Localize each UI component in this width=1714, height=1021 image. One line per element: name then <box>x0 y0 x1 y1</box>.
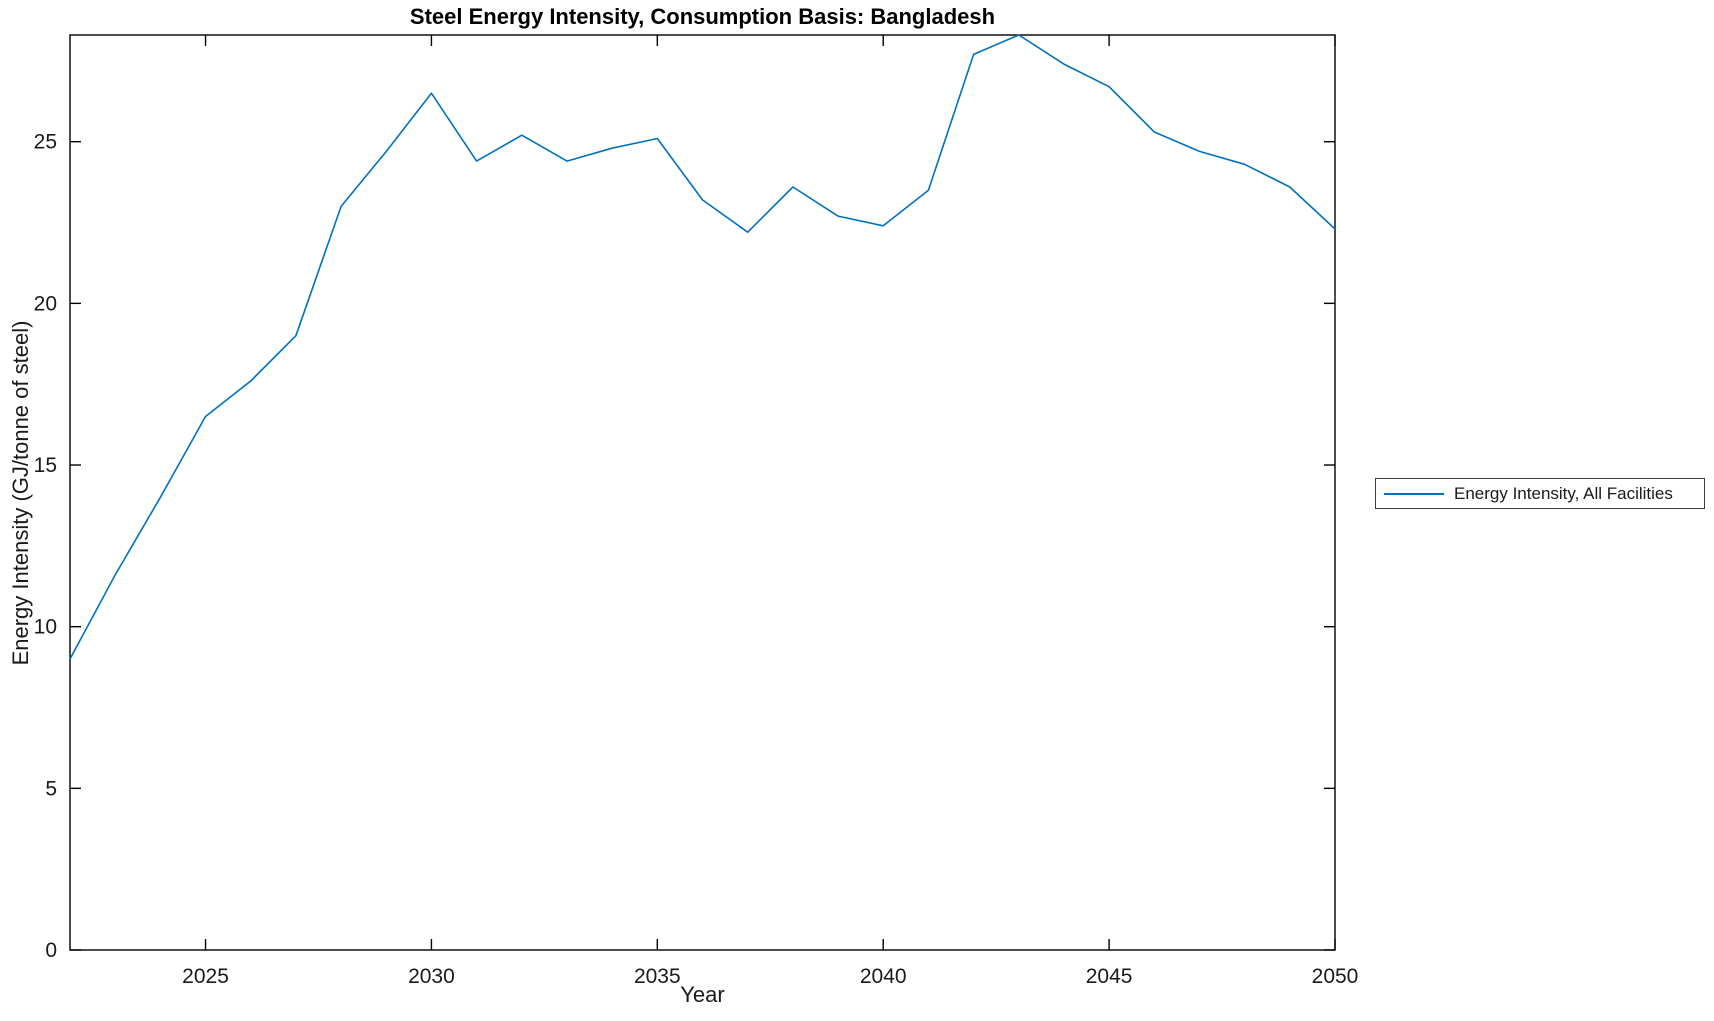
y-tick-label: 25 <box>34 131 57 154</box>
x-tick-label: 2030 <box>408 965 455 988</box>
y-tick-label: 0 <box>45 939 57 962</box>
y-tick-label: 15 <box>34 454 57 477</box>
legend-line-sample-icon <box>1384 492 1444 495</box>
x-axis-label: Year <box>680 982 725 1007</box>
x-tick-label: 2040 <box>860 965 907 988</box>
x-tick-label: 2025 <box>182 965 229 988</box>
chart-title: Steel Energy Intensity, Consumption Basi… <box>409 4 996 29</box>
legend: Energy Intensity, All Facilities <box>1375 478 1705 509</box>
axes-box <box>69 34 1336 951</box>
y-tick-label: 5 <box>45 777 57 800</box>
x-tick-label: 2050 <box>1312 965 1359 988</box>
x-tick-label: 2035 <box>634 965 681 988</box>
series-line <box>69 34 1336 660</box>
legend-label: Energy Intensity, All Facilities <box>1454 483 1673 503</box>
y-tick-label: 10 <box>34 616 57 639</box>
x-tick-label: 2045 <box>1086 965 1133 988</box>
y-tick-label: 20 <box>34 292 57 315</box>
